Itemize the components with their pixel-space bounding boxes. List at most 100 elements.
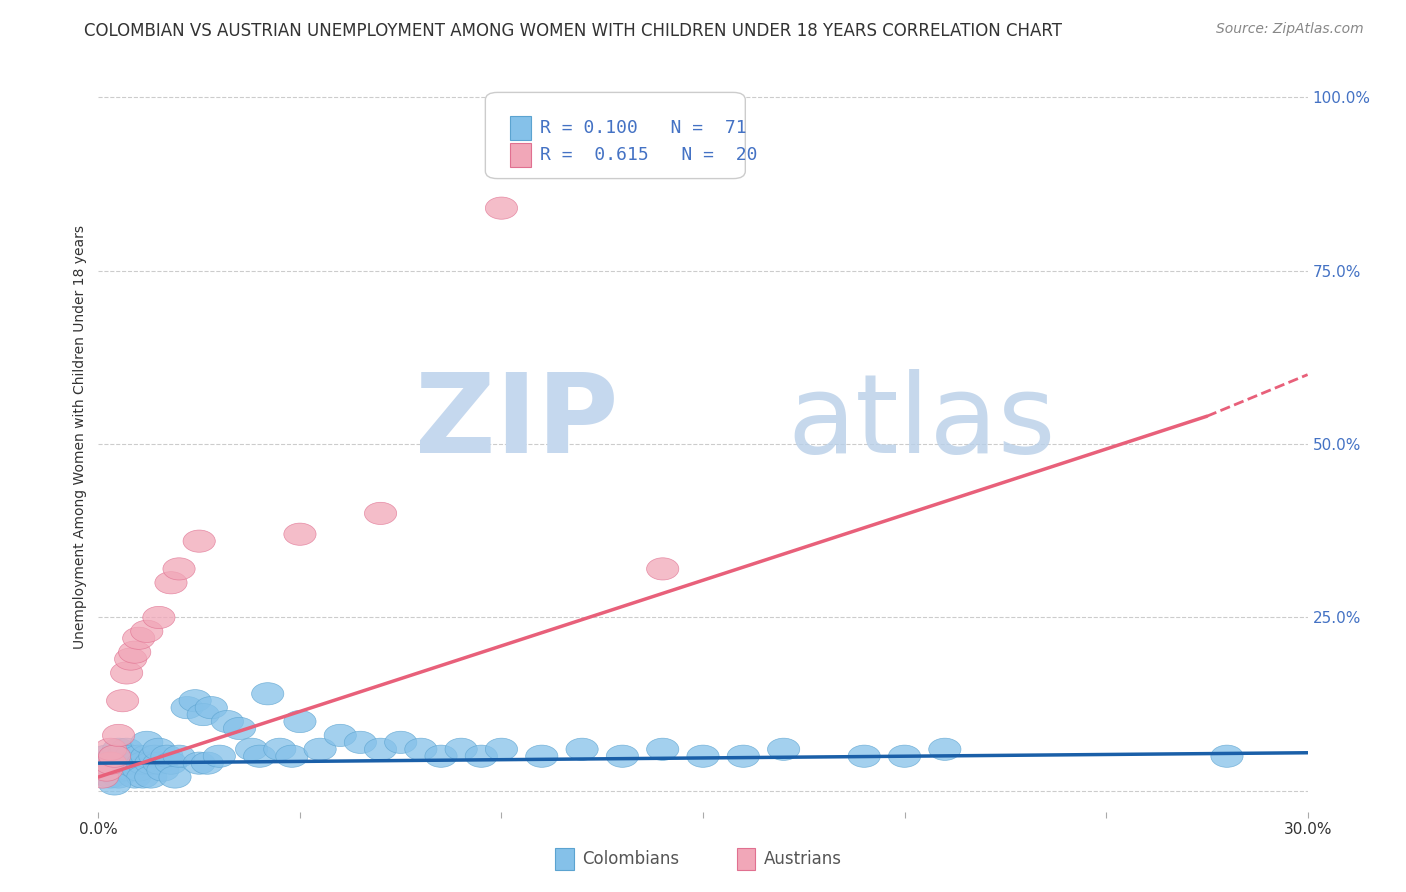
Ellipse shape xyxy=(114,759,146,781)
Ellipse shape xyxy=(118,641,150,664)
Ellipse shape xyxy=(284,523,316,545)
Ellipse shape xyxy=(187,704,219,726)
Ellipse shape xyxy=(107,690,139,712)
Text: R = 0.100   N =  71: R = 0.100 N = 71 xyxy=(540,119,747,136)
Ellipse shape xyxy=(103,752,135,774)
Ellipse shape xyxy=(118,766,150,789)
Ellipse shape xyxy=(118,752,150,774)
Ellipse shape xyxy=(768,739,800,760)
Ellipse shape xyxy=(146,759,179,781)
Ellipse shape xyxy=(127,766,159,789)
Ellipse shape xyxy=(122,627,155,649)
Ellipse shape xyxy=(107,745,139,767)
Ellipse shape xyxy=(107,759,139,781)
Ellipse shape xyxy=(727,745,759,767)
Ellipse shape xyxy=(344,731,377,754)
Ellipse shape xyxy=(606,745,638,767)
Ellipse shape xyxy=(135,766,167,789)
Ellipse shape xyxy=(135,752,167,774)
Ellipse shape xyxy=(385,731,416,754)
Ellipse shape xyxy=(114,648,146,670)
FancyBboxPatch shape xyxy=(555,847,574,871)
Ellipse shape xyxy=(155,752,187,774)
Ellipse shape xyxy=(191,752,224,774)
Text: Source: ZipAtlas.com: Source: ZipAtlas.com xyxy=(1216,22,1364,37)
Ellipse shape xyxy=(647,739,679,760)
Ellipse shape xyxy=(98,759,131,781)
Ellipse shape xyxy=(103,724,135,747)
Ellipse shape xyxy=(889,745,921,767)
Text: atlas: atlas xyxy=(787,368,1056,475)
Ellipse shape xyxy=(111,662,143,684)
Ellipse shape xyxy=(86,752,118,774)
Ellipse shape xyxy=(252,682,284,705)
Ellipse shape xyxy=(143,607,174,629)
Ellipse shape xyxy=(211,710,243,732)
Ellipse shape xyxy=(235,739,267,760)
Ellipse shape xyxy=(94,739,127,760)
Ellipse shape xyxy=(131,620,163,642)
Ellipse shape xyxy=(103,766,135,789)
Text: COLOMBIAN VS AUSTRIAN UNEMPLOYMENT AMONG WOMEN WITH CHILDREN UNDER 18 YEARS CORR: COLOMBIAN VS AUSTRIAN UNEMPLOYMENT AMONG… xyxy=(84,22,1063,40)
Ellipse shape xyxy=(446,739,477,760)
Ellipse shape xyxy=(485,739,517,760)
Ellipse shape xyxy=(172,697,204,719)
FancyBboxPatch shape xyxy=(485,93,745,178)
Ellipse shape xyxy=(111,752,143,774)
Ellipse shape xyxy=(647,558,679,580)
Ellipse shape xyxy=(163,558,195,580)
Ellipse shape xyxy=(224,717,256,739)
Ellipse shape xyxy=(364,502,396,524)
Ellipse shape xyxy=(94,752,127,774)
Ellipse shape xyxy=(90,745,122,767)
Ellipse shape xyxy=(150,745,183,767)
Ellipse shape xyxy=(94,766,127,789)
Ellipse shape xyxy=(90,759,122,781)
Ellipse shape xyxy=(405,739,437,760)
Ellipse shape xyxy=(284,710,316,732)
Ellipse shape xyxy=(526,745,558,767)
Ellipse shape xyxy=(103,739,135,760)
Ellipse shape xyxy=(688,745,718,767)
Ellipse shape xyxy=(131,731,163,754)
FancyBboxPatch shape xyxy=(509,143,531,168)
Ellipse shape xyxy=(304,739,336,760)
Ellipse shape xyxy=(90,759,122,781)
Y-axis label: Unemployment Among Women with Children Under 18 years: Unemployment Among Women with Children U… xyxy=(73,225,87,649)
Ellipse shape xyxy=(155,572,187,594)
Text: R =  0.615   N =  20: R = 0.615 N = 20 xyxy=(540,145,758,163)
Ellipse shape xyxy=(139,745,172,767)
Ellipse shape xyxy=(163,745,195,767)
Ellipse shape xyxy=(1211,745,1243,767)
Ellipse shape xyxy=(264,739,295,760)
Ellipse shape xyxy=(425,745,457,767)
Text: Colombians: Colombians xyxy=(582,850,679,868)
Ellipse shape xyxy=(195,697,228,719)
FancyBboxPatch shape xyxy=(737,847,755,871)
Ellipse shape xyxy=(243,745,276,767)
Ellipse shape xyxy=(929,739,960,760)
Ellipse shape xyxy=(325,724,356,747)
Ellipse shape xyxy=(114,745,146,767)
Ellipse shape xyxy=(179,690,211,712)
Ellipse shape xyxy=(485,197,517,219)
Ellipse shape xyxy=(848,745,880,767)
Ellipse shape xyxy=(143,752,174,774)
Ellipse shape xyxy=(143,739,174,760)
Text: Austrians: Austrians xyxy=(763,850,841,868)
Ellipse shape xyxy=(204,745,235,767)
Ellipse shape xyxy=(183,530,215,552)
Ellipse shape xyxy=(567,739,598,760)
Ellipse shape xyxy=(98,772,131,795)
FancyBboxPatch shape xyxy=(509,116,531,140)
Ellipse shape xyxy=(86,766,118,789)
Ellipse shape xyxy=(111,739,143,760)
Ellipse shape xyxy=(465,745,498,767)
Ellipse shape xyxy=(94,752,127,774)
Ellipse shape xyxy=(122,745,155,767)
Ellipse shape xyxy=(276,745,308,767)
Ellipse shape xyxy=(364,739,396,760)
Ellipse shape xyxy=(122,759,155,781)
Ellipse shape xyxy=(183,752,215,774)
Ellipse shape xyxy=(98,745,131,767)
